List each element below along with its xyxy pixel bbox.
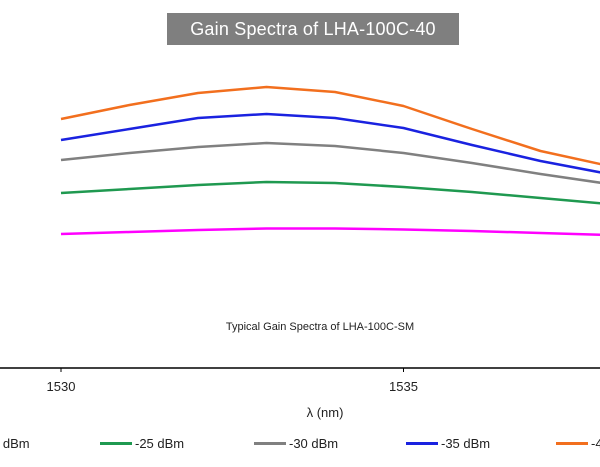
legend-swatch xyxy=(556,441,588,445)
legend-item: -25 dBm xyxy=(100,433,184,453)
series-line-0 xyxy=(60,227,600,236)
x-axis-label: λ (nm) xyxy=(306,405,344,420)
chart-annotation: Typical Gain Spectra of LHA-100C-SM xyxy=(225,321,415,333)
series-line-2 xyxy=(60,141,600,184)
legend-label: -30 dBm xyxy=(289,435,339,451)
legend: 0 dBm -25 dBm -30 dBm -35 dBm -4 xyxy=(0,425,600,467)
series-line-4 xyxy=(60,85,600,166)
legend-item: -35 dBm xyxy=(406,433,490,453)
series-line-3 xyxy=(60,112,600,174)
x-tick-label: 1530 xyxy=(47,379,76,394)
legend-swatch xyxy=(100,441,132,445)
legend-label: 0 dBm xyxy=(0,435,30,451)
legend-item: -30 dBm xyxy=(254,433,338,453)
series-line-1 xyxy=(60,180,600,205)
legend-label: -4 xyxy=(591,435,600,451)
series-lines xyxy=(60,85,600,236)
x-tick-label: 1535 xyxy=(389,379,418,394)
legend-item: -4 xyxy=(556,433,600,453)
legend-swatch xyxy=(254,441,286,445)
legend-label: -35 dBm xyxy=(441,435,491,451)
legend-swatch xyxy=(406,441,438,445)
legend-item: 0 dBm xyxy=(0,433,30,453)
legend-label: -25 dBm xyxy=(135,435,185,451)
x-tick-labels: 1530153515401545155015551560 xyxy=(47,368,418,394)
chart-title: Gain Spectra of LHA-100C-40 xyxy=(167,13,459,45)
